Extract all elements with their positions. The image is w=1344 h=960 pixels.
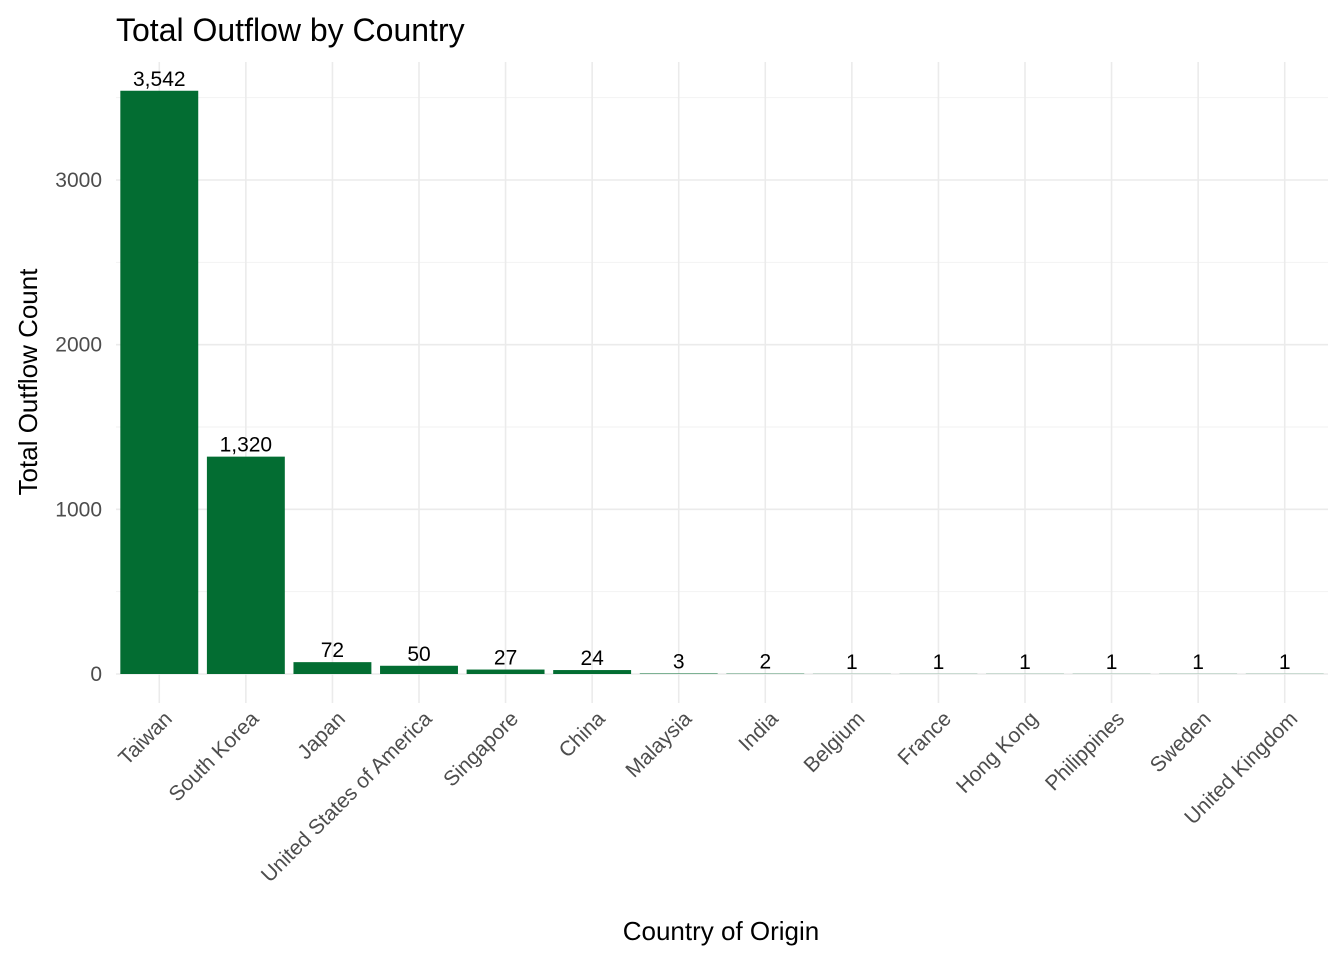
bar: [466, 669, 545, 674]
x-tick-label: Taiwan: [114, 707, 176, 769]
bar-value-label: 1: [846, 651, 858, 674]
bar-value-label: 1: [1192, 651, 1204, 674]
bar-value-label: 1: [933, 651, 945, 674]
bars: [120, 90, 1324, 674]
bar: [293, 662, 372, 674]
x-tick-label: South Korea: [165, 707, 264, 806]
x-tick-label: Singapore: [439, 707, 523, 791]
y-axis-title: Total Outflow Count: [13, 268, 43, 496]
chart-title: Total Outflow by Country: [116, 12, 465, 48]
bar-value-label: 1: [1106, 651, 1118, 674]
bar: [380, 665, 458, 674]
bar-value-label: 24: [580, 647, 604, 670]
y-tick-label: 2000: [55, 334, 102, 357]
bar-value-label: 1,320: [220, 434, 273, 457]
y-tick-label: 3000: [55, 169, 102, 192]
x-axis-title: Country of Origin: [623, 916, 820, 946]
y-tick-label: 0: [90, 663, 102, 686]
x-tick-label: Belgium: [799, 707, 869, 777]
grid-lines: [116, 62, 1328, 703]
x-tick-label: United States of America: [257, 707, 437, 887]
x-tick-label: Philippines: [1041, 707, 1129, 795]
bar-value-label: 2: [759, 651, 771, 674]
bar-value-label: 27: [494, 647, 517, 670]
bar: [206, 456, 285, 674]
x-tick-label: Japan: [293, 707, 350, 764]
bar-value-label: 1: [1279, 651, 1291, 674]
x-tick-label: China: [555, 707, 610, 762]
x-tick-label: France: [893, 707, 955, 769]
x-tick-label: Malaysia: [621, 707, 696, 782]
bar: [120, 90, 199, 674]
value-labels: 3,542 1,320 72 50 27 24 3 2 1 1 1 1 1 1: [133, 68, 1291, 674]
bar-value-label: 3: [673, 651, 685, 674]
bar-value-label: 50: [407, 643, 430, 666]
y-tick-label: 1000: [55, 498, 102, 521]
x-tick-label: Hong Kong: [952, 707, 1043, 798]
y-axis-ticks: 0 1000 2000 3000: [55, 169, 102, 686]
bar-value-label: 3,542: [133, 68, 186, 91]
bar-value-label: 72: [321, 639, 344, 662]
bar: [553, 670, 632, 674]
bar-value-label: 1: [1019, 651, 1031, 674]
x-tick-label: Sweden: [1146, 707, 1216, 777]
x-tick-label: India: [734, 707, 783, 756]
